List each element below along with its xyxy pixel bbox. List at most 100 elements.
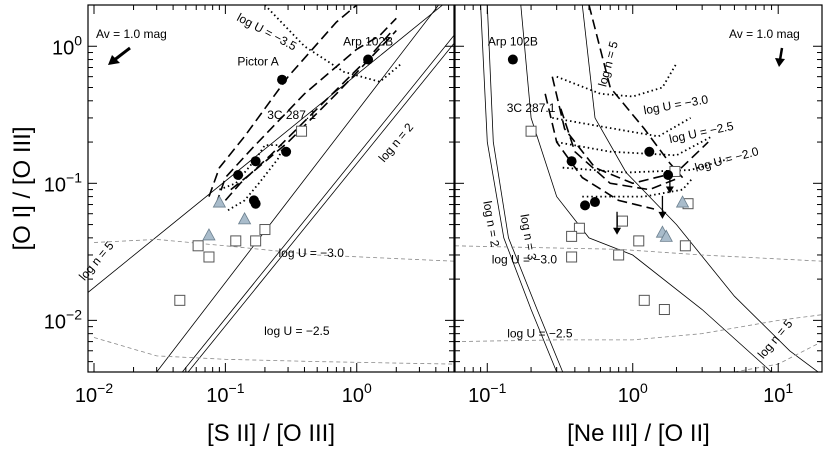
square-marker (638, 294, 650, 306)
curve-label: log U = −2.5 (507, 326, 573, 340)
filled-circle-marker (277, 74, 288, 85)
model-track (215, 17, 397, 205)
model-track (560, 108, 680, 191)
density-line (156, 5, 439, 372)
upper-limit-arrowhead (658, 211, 667, 219)
filled-circle-marker (566, 156, 577, 167)
density-line-n2 (187, 43, 454, 372)
panel-left: 10−2 10−1 100 10−2 10−1 100 [S II] / [O III] [O… (9, 4, 455, 447)
av-label: Av = 1.0 mag (729, 27, 800, 41)
x-axis-title: [Ne III] / [O II] (567, 420, 710, 447)
object-label: Pictor A (237, 55, 278, 69)
ionization-line-u-3 (93, 238, 454, 262)
extinction-arrowhead (775, 58, 785, 67)
y-tick-label: 100 (52, 32, 82, 59)
density-line-n5 (581, 5, 819, 372)
x-axis-title: [S II] / [O III] (207, 420, 335, 447)
curve-label: log n = 2 (480, 200, 502, 248)
curve-label: 3C 287.1 (507, 101, 556, 115)
y-tick-label: 10−1 (44, 169, 82, 196)
x-tick-label: 10−1 (206, 380, 244, 407)
square-marker (250, 235, 262, 247)
object-label: 3C 287.1 (267, 108, 316, 122)
square-marker (525, 125, 537, 137)
ionization-line-u-2-5 (93, 337, 454, 365)
filled-circle-marker (644, 146, 655, 157)
upper-limit-arrowhead (665, 186, 674, 194)
square-marker (658, 304, 670, 316)
triangle-marker (659, 229, 673, 242)
square-marker (679, 240, 691, 252)
model-dotted (264, 5, 403, 83)
model-dotted (562, 158, 729, 174)
extinction-arrowhead (108, 55, 120, 65)
model-track (230, 30, 397, 191)
filled-circle-marker (580, 200, 591, 211)
av-label: Av = 1.0 mag (96, 27, 167, 41)
density-line-n2 (480, 5, 558, 372)
density-line-n5 (88, 5, 443, 293)
x-tick-label: 100 (618, 380, 648, 407)
triangle-marker (212, 195, 227, 208)
extinction-arrow (778, 47, 784, 61)
x-tick-label: 101 (763, 380, 793, 407)
square-marker (613, 249, 625, 261)
model-grid-lines (88, 5, 454, 372)
triangle-marker (675, 195, 690, 208)
extinction-arrow (112, 46, 131, 63)
density-line (181, 35, 454, 372)
model-track (208, 5, 358, 197)
model-dotted (556, 62, 678, 98)
curve-label: log U = −3.0 (642, 92, 709, 117)
square-marker (616, 215, 628, 227)
curve-label: log n = 5 (595, 39, 621, 88)
model-dotted (556, 135, 713, 157)
triangle-marker (202, 228, 216, 241)
model-track (544, 93, 655, 210)
square-marker (296, 125, 308, 137)
filled-circle-marker (233, 169, 244, 180)
object-label: Arp 102B (343, 35, 393, 49)
panel-right: 10−1 100 101 [Ne III] / [O II] Av = 1.0 mag l… (454, 4, 823, 447)
density-line-n3 (486, 5, 564, 372)
model-dotted (582, 177, 694, 198)
plot-frame (454, 4, 823, 373)
axis-ticks (87, 4, 454, 372)
curve-label: log U = −2.0 (693, 144, 760, 175)
curve-label: log n = 5 (76, 238, 117, 283)
square-marker (174, 294, 186, 306)
curve-label: log U = −3.0 (492, 252, 558, 266)
square-marker (192, 240, 204, 252)
axis-ticks (454, 4, 823, 372)
curve-label: log n = 5 (755, 317, 796, 362)
upper-limit-arrowhead (613, 227, 622, 235)
ionization-line-u-2-5 (455, 314, 822, 342)
model-dotted (552, 117, 692, 138)
x-tick-label: 100 (342, 380, 372, 407)
model-track (551, 76, 709, 185)
x-tick-label: 10−1 (468, 380, 506, 407)
square-marker (633, 235, 645, 247)
filled-circle-marker (250, 198, 261, 209)
triangle-marker (237, 212, 252, 225)
object-label: Arp 102B (488, 35, 538, 49)
y-axis-title: [O I] / [O III] (9, 126, 36, 250)
square-marker (566, 251, 578, 263)
model-track (224, 32, 391, 201)
model-grid-lines (455, 5, 822, 372)
x-tick-label: 10−2 (75, 380, 113, 407)
filled-circle-marker (363, 54, 374, 65)
filled-circle-marker (250, 156, 261, 167)
square-marker (566, 230, 578, 242)
density-line (520, 5, 772, 372)
model-track (588, 5, 684, 179)
curve-label: log n = 2 (376, 120, 417, 165)
y-tick-label: 10−2 (44, 306, 82, 333)
ionization-line-u-3 (455, 245, 822, 262)
filled-circle-marker (507, 54, 518, 65)
square-marker (259, 224, 271, 236)
curve-label: log U = −2.5 (264, 324, 330, 338)
square-marker (230, 235, 242, 247)
square-marker (573, 222, 585, 234)
